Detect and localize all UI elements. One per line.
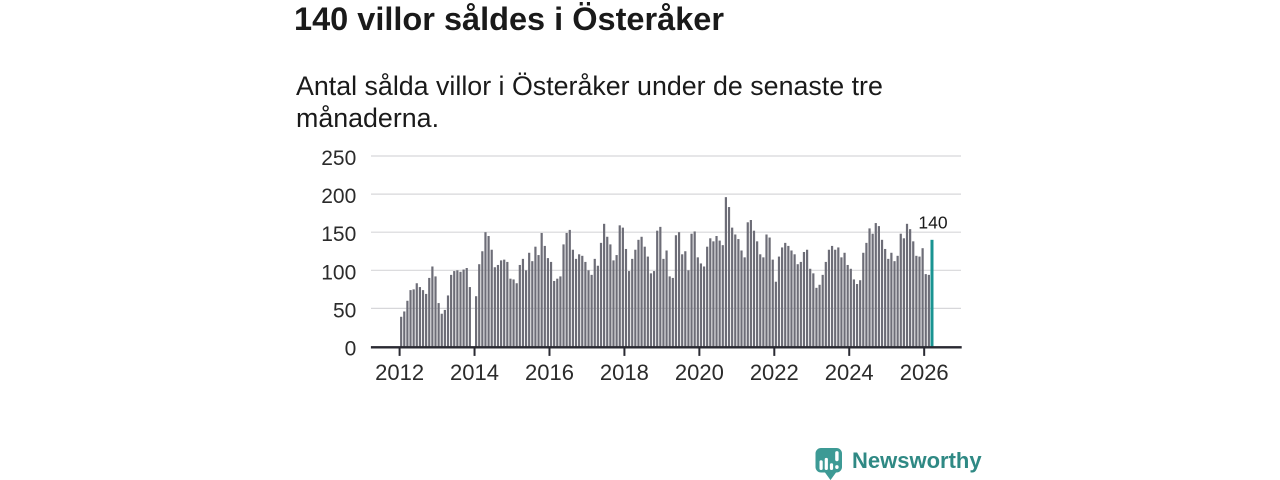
svg-text:2012: 2012 (375, 360, 424, 385)
svg-text:0: 0 (345, 338, 357, 361)
svg-text:2022: 2022 (750, 360, 799, 385)
svg-text:140: 140 (918, 213, 947, 233)
svg-text:2026: 2026 (900, 360, 949, 385)
svg-text:200: 200 (321, 185, 356, 208)
svg-text:100: 100 (321, 261, 356, 284)
svg-text:250: 250 (321, 147, 356, 170)
svg-text:2018: 2018 (600, 360, 649, 385)
svg-text:2014: 2014 (450, 360, 499, 385)
svg-text:Newsworthy: Newsworthy (852, 448, 982, 473)
svg-text:50: 50 (333, 299, 356, 322)
svg-text:2020: 2020 (675, 360, 724, 385)
svg-text:2016: 2016 (525, 360, 574, 385)
svg-text:2024: 2024 (825, 360, 874, 385)
svg-text:150: 150 (321, 223, 356, 246)
